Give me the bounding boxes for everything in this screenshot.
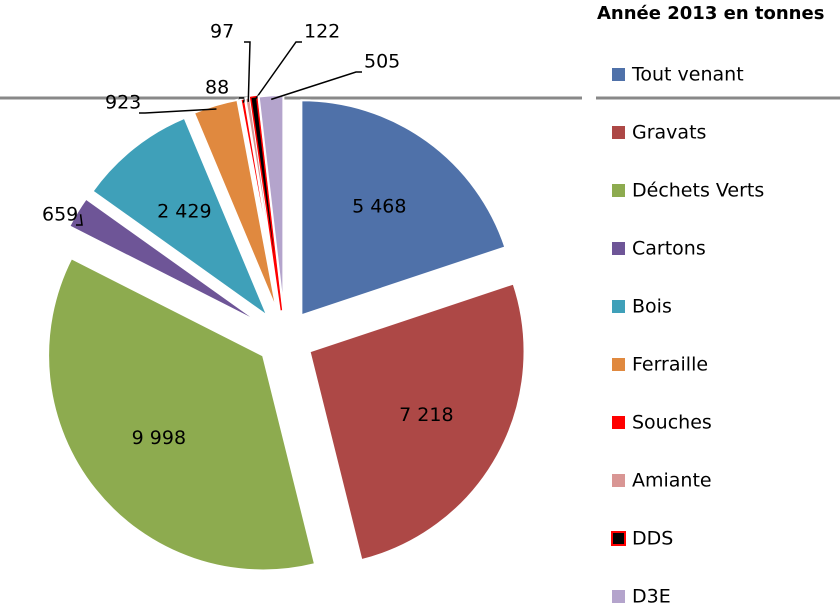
legend-swatch <box>612 184 625 197</box>
data-label: 923 <box>105 92 141 114</box>
legend-swatch <box>612 474 625 487</box>
pie-slice <box>300 99 507 317</box>
legend-label: Gravats <box>632 122 706 144</box>
legend-label: D3E <box>632 586 671 608</box>
legend-label: Déchets Verts <box>632 180 764 202</box>
legend-swatch <box>612 300 625 313</box>
legend-swatch <box>612 358 625 371</box>
legend-swatch <box>612 68 625 81</box>
data-label: 7 218 <box>399 404 453 426</box>
pie-slice <box>47 256 317 572</box>
legend-label: Cartons <box>632 238 706 260</box>
legend-swatch <box>611 531 626 546</box>
data-label: 9 998 <box>132 427 186 449</box>
pie-slice <box>91 116 270 319</box>
legend-swatch <box>612 126 625 139</box>
data-label: 2 429 <box>157 200 211 222</box>
data-label: 122 <box>304 21 340 43</box>
leader-line <box>76 214 83 226</box>
leader-line <box>139 108 217 114</box>
pie-slice <box>67 197 262 325</box>
data-label: 97 <box>210 21 234 43</box>
leader-line <box>253 41 302 102</box>
chart-title: Année 2013 en tonnes <box>597 3 824 24</box>
data-label: 505 <box>364 51 400 73</box>
legend-label: Ferraille <box>632 354 708 376</box>
legend-label: Bois <box>632 296 672 318</box>
leader-line <box>270 71 362 101</box>
legend-label: Souches <box>632 412 712 434</box>
legend-swatch <box>612 242 625 255</box>
legend-label: DDS <box>632 528 673 550</box>
pie-slice <box>192 98 278 312</box>
legend-swatch <box>612 590 625 603</box>
data-label: 88 <box>205 77 229 99</box>
leader-line <box>244 41 251 102</box>
data-label: 5 468 <box>352 196 406 218</box>
legend-swatch <box>612 416 625 429</box>
data-label: 659 <box>42 204 78 226</box>
legend: Tout venant Gravats Déchets Verts Cartons Bo… <box>611 64 764 608</box>
pie: 5 468 7 218 9 998 659 2 429 923 88 97 122 505 <box>42 21 526 572</box>
legend-label: Amiante <box>632 470 712 492</box>
legend-label: Tout venant <box>631 64 744 86</box>
pie-slice <box>308 282 526 562</box>
